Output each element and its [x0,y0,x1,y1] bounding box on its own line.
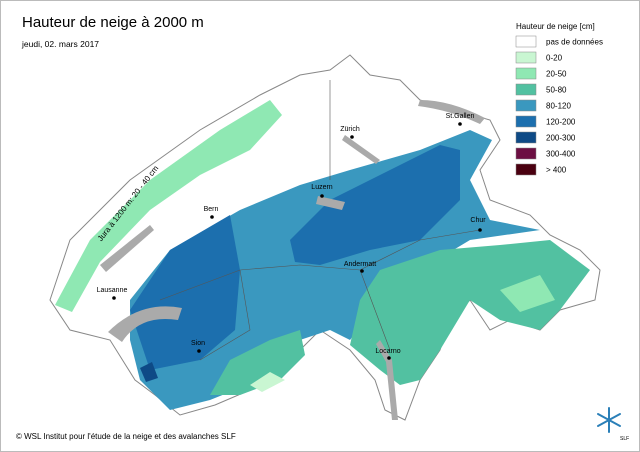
legend-swatch [515,67,537,80]
title: Hauteur de neige à 2000 m [22,14,204,31]
legend-label: 80-120 [546,102,571,111]
zone-120-200 [290,145,460,265]
city-label: Lausanne [97,287,128,294]
city-label: Sion [191,340,205,347]
city-label: Andermatt [344,261,376,268]
lake [342,135,380,164]
city-dot [210,215,214,219]
legend-label: 20-50 [546,70,567,79]
city-dot [350,135,354,139]
zone-20-50 [500,275,555,312]
logo-text: SLF [620,436,629,442]
legend-label: 0-20 [546,54,563,63]
legend-swatch [515,115,537,128]
lake [100,225,154,272]
city-label: Zürich [340,126,360,133]
city-dot [112,296,116,300]
zone-120-200 [130,215,240,370]
city-label: Bern [204,206,219,213]
zone-20-50 [55,100,282,312]
lake [376,340,398,420]
city-labels: Zürich St.Gallen Luzern Bern Chur Anderm… [97,113,486,360]
legend-swatch [515,83,537,96]
city-label: Chur [470,217,486,224]
zone-50-80 [350,240,590,385]
city-label: Luzern [311,184,333,191]
city-dot [478,228,482,232]
legend-swatch [515,147,537,160]
legend-swatch [515,51,537,64]
legend-title: Hauteur de neige [cm] [516,22,595,31]
legend: Hauteur de neige [cm] pas de données 0-20… [515,22,603,176]
legend-label: 300-400 [546,150,576,159]
copyright: © WSL Institut pour l'étude de la neige … [16,432,236,441]
logo [597,407,621,433]
legend-swatch [515,131,537,144]
rivers [159,80,481,361]
legend-label: 50-80 [546,86,567,95]
city-dot [458,122,462,126]
legend-label: 120-200 [546,118,576,127]
zone-200-300 [140,362,158,382]
lake [108,306,182,342]
zone-0-20 [250,372,285,392]
date: jeudi, 02. mars 2017 [21,39,99,49]
legend-label: pas de données [546,38,603,47]
city-label: Locarno [375,348,400,355]
city-dot [197,349,201,353]
city-dot [360,269,364,273]
lake [418,100,485,124]
lake [316,196,345,210]
legend-label: > 400 [546,166,567,175]
legend-swatch [515,163,537,176]
legend-swatch [515,35,537,48]
city-dot [320,194,324,198]
city-label: St.Gallen [446,113,475,120]
legend-swatch [515,99,537,112]
legend-label: 200-300 [546,134,576,143]
city-dot [387,356,391,360]
map [49,54,601,421]
